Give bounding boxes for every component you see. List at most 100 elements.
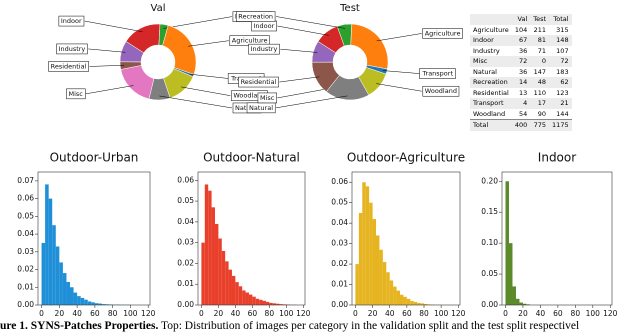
table-cell: 72 [560,57,569,65]
y-tick-label: 0.01 [17,282,34,291]
y-tick-label: 0.06 [177,175,194,184]
hist-bar [235,282,239,305]
label-box [257,92,277,104]
label-box [58,15,85,27]
table-cell: Residential [473,88,509,97]
x-tick-label: 0 [353,309,358,318]
hist-bar [255,298,260,305]
hist-bar [365,186,370,305]
hist-bar [52,225,56,305]
x-tick-label: 20 [518,309,528,318]
hist-bar [519,302,523,305]
x-tick-label: 60 [553,309,563,318]
hist-bar [382,262,387,305]
hist-bar [362,182,366,305]
hist-bar [505,181,509,305]
hist-bar [105,304,110,305]
table-cell: 775 [530,119,550,131]
table-cell: 67 [518,36,528,44]
y-tick-label: 0.06 [331,177,348,186]
leader-line [84,20,143,32]
header-cell [470,14,512,25]
leader-line [163,16,232,29]
table-cell: 0 [541,57,547,65]
hist-bar [84,299,88,305]
x-tick-label: 20 [55,309,65,318]
hist-bar [80,297,85,305]
leader-line [277,25,329,36]
pie-slice [350,23,389,70]
table-cell: 147 [533,67,547,76]
table-cell: Woodland [473,109,506,118]
table-row: Woodland 54 90 144 [470,109,572,120]
hist-bar [406,298,411,305]
hist-bar [70,287,74,305]
x-tick-label: 60 [248,309,258,318]
table-cell: 48 [537,78,547,86]
x-tick-label: 20 [214,309,224,318]
label-box [422,85,460,97]
pie-label: Misc [260,94,275,102]
hist-bar [218,238,222,305]
y-tick-label: 0.01 [331,280,348,289]
y-tick-label: 0.15 [481,207,498,216]
x-tick-label: 80 [419,309,429,318]
label-box [56,43,88,55]
pie-label: Recreation [238,13,273,21]
pie-label: Residential [51,62,87,70]
table-cell: Total [470,119,512,131]
table-cell: 81 [537,36,547,44]
y-tick-label: 0.05 [331,198,348,207]
table-cell: Transport [473,99,504,107]
table-cell: 72 [518,57,528,65]
y-tick-label: 0.03 [331,239,348,248]
hist-bar [259,299,263,305]
table-cell: 90 [537,109,547,118]
pie-label: Woodland [233,92,265,100]
header-cell: Val [517,15,528,23]
pie-label: Agriculture [425,29,461,37]
hist-bar [94,303,99,305]
pie-label: Natural [249,104,273,112]
hist-bar [62,273,67,305]
hist-bar [238,286,243,305]
x-tick-label: 100 [586,309,601,318]
table-row: Agriculture 104 211 315 [470,25,572,36]
y-tick-label: 0.00 [331,300,348,309]
leader-line [276,16,346,29]
hist-bar [265,301,270,305]
hist-bar [369,202,373,305]
hist-bar [208,190,212,305]
x-tick-label: 120 [141,309,156,318]
caption-lead: ure 1. SYNS-Patches Properties. [0,320,159,332]
table-cell: 54 [518,109,528,118]
hist-bar [269,302,273,305]
hist-title: Indoor [538,151,576,165]
table-cell: 36 [518,46,528,55]
table-cell: 107 [556,46,569,55]
table-cell: 21 [560,99,569,107]
table-row: Transport 4 17 21 [470,98,572,109]
leader-line [376,83,422,92]
hist-bar [59,262,63,305]
y-tick-label: 0.02 [177,258,194,267]
table-cell: 36 [518,67,528,76]
table-cell: 13 [518,88,528,97]
y-tick-label: 0.20 [481,176,498,185]
hist-bar [410,300,414,305]
label-box [238,76,279,88]
table-cell: Natural [473,67,497,76]
y-tick-label: 0.02 [331,259,348,268]
hist-bar [41,242,46,305]
axes-frame [351,171,461,306]
y-tick-label: 0.05 [481,269,498,278]
pie-label: Indoor [61,17,82,25]
header-cell: Total [553,15,569,23]
x-tick-label: 40 [72,309,82,318]
hist-bar [66,281,70,305]
x-tick-label: 80 [571,309,581,318]
category-table: Val Test Total Agriculture 104 211 315 Indoor 67… [470,14,572,131]
pie-slice [120,65,155,100]
